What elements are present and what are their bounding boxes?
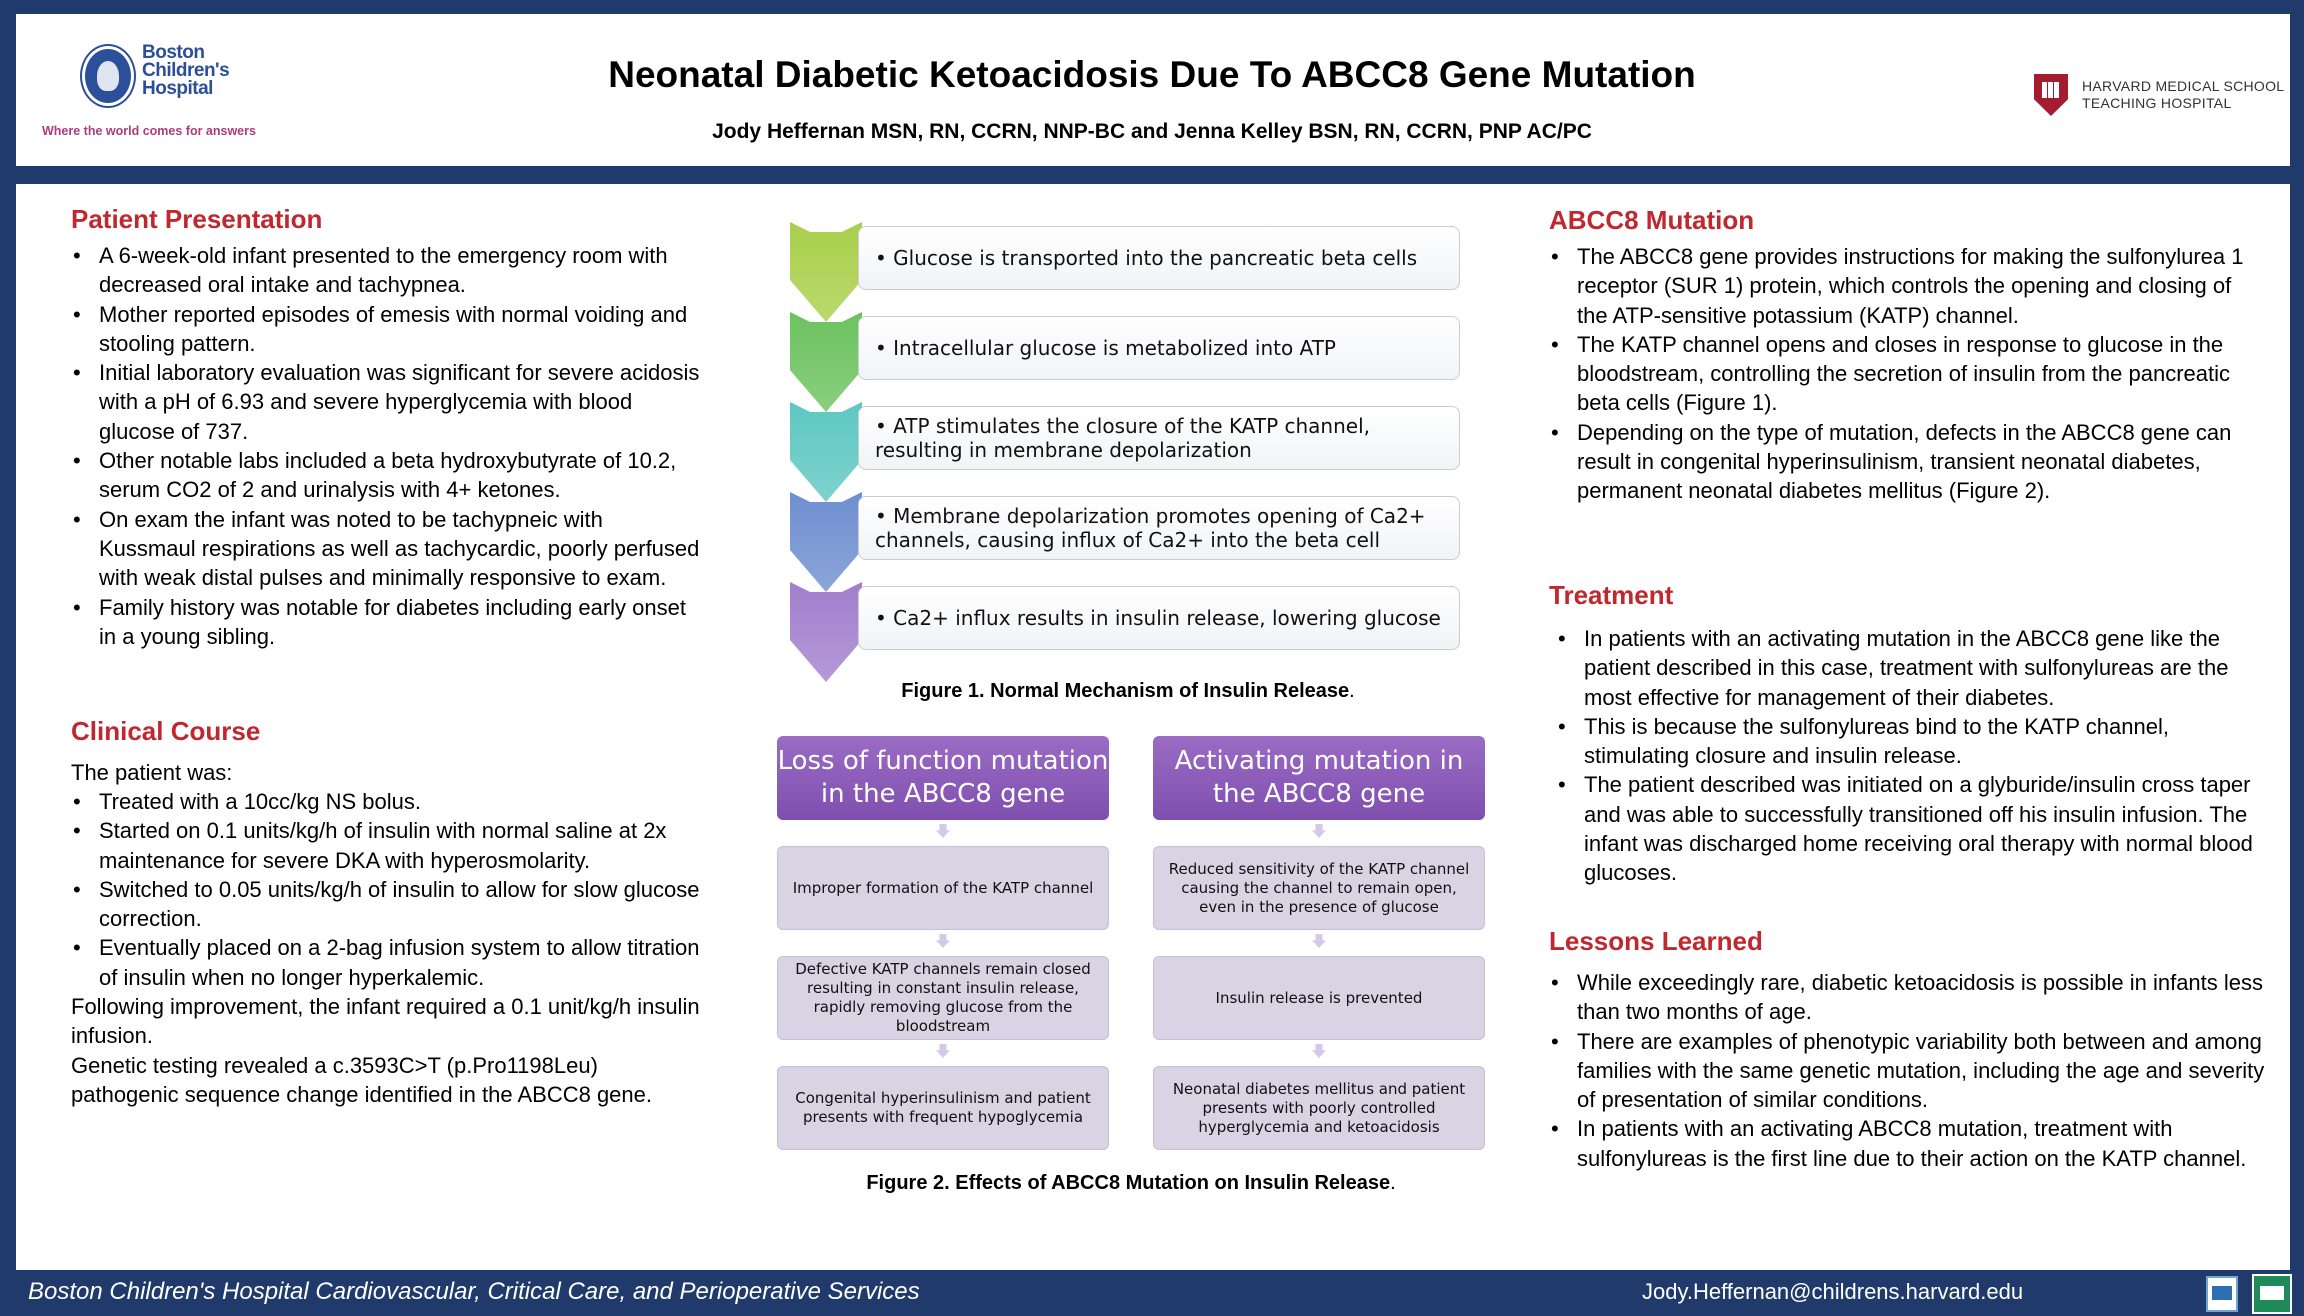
hospital-name: Boston Children's Hospital <box>142 42 262 99</box>
lessons-learned-list: While exceedingly rare, diabetic ketoaci… <box>1549 968 2269 1173</box>
header-divider <box>0 166 2304 184</box>
poster-title: Neonatal Diabetic Ketoacidosis Due To AB… <box>608 54 1696 95</box>
logo-tagline: Where the world comes for answers <box>42 124 256 138</box>
footer-email[interactable]: Jody.Heffernan@childrens.harvard.edu <box>1642 1279 2024 1304</box>
magnet-badge-icon <box>2252 1274 2292 1314</box>
chevron-arrow-icon <box>790 312 862 412</box>
list-item: Started on 0.1 units/kg/h of insulin wit… <box>71 816 711 875</box>
top-border <box>0 0 2304 14</box>
treatment-title: Treatment <box>1549 580 1674 610</box>
list-item: Family history was notable for diabetes … <box>71 593 703 652</box>
harvard-logo-text: HARVARD MEDICAL SCHOOL TEACHING HOSPITAL <box>2082 78 2284 112</box>
harvard-line2: TEACHING HOSPITAL <box>2082 95 2232 111</box>
harvard-logo: HARVARD MEDICAL SCHOOL TEACHING HOSPITAL <box>2034 72 2294 122</box>
list-item: Switched to 0.05 units/kg/h of insulin t… <box>71 875 711 934</box>
down-arrow-icon <box>936 824 950 838</box>
figure2-left-header: Loss of function mutation in the ABCC8 g… <box>777 736 1109 820</box>
list-item: Eventually placed on a 2-bag infusion sy… <box>71 933 711 992</box>
list-item: Other notable labs included a beta hydro… <box>71 446 703 505</box>
right-border <box>2290 0 2304 1316</box>
list-item: Treated with a 10cc/kg NS bolus. <box>71 787 711 817</box>
clinical-course-intro: The patient was: <box>71 760 233 785</box>
figure2-caption-period: . <box>1390 1172 1396 1194</box>
patient-presentation-list: A 6-week-old infant presented to the eme… <box>71 241 703 651</box>
figure2-box: Neonatal diabetes mellitus and patient p… <box>1153 1066 1485 1150</box>
poster-header <box>16 14 2290 166</box>
logo-name-line2: Children's <box>142 60 230 81</box>
list-item: While exceedingly rare, diabetic ketoaci… <box>1549 968 2269 1027</box>
down-arrow-icon <box>936 934 950 948</box>
figure1-step: • Membrane depolarization promotes openi… <box>790 492 1466 592</box>
clinical-course-followup: Following improvement, the infant requir… <box>71 994 700 1049</box>
list-item: On exam the infant was noted to be tachy… <box>71 505 703 593</box>
accreditation-badge-icon <box>2206 1276 2238 1312</box>
figure1-step: • Glucose is transported into the pancre… <box>790 222 1466 322</box>
figure2-right-header: Activating mutation in the ABCC8 gene <box>1153 736 1485 820</box>
harvard-line1: HARVARD MEDICAL SCHOOL <box>2082 78 2285 94</box>
boston-childrens-logo: Boston Children's Hospital Where the wor… <box>42 30 304 140</box>
chevron-arrow-icon <box>790 582 862 682</box>
footer-department: Boston Children's Hospital Cardiovascula… <box>28 1278 920 1305</box>
list-item: Depending on the type of mutation, defec… <box>1549 418 2249 506</box>
figure1-caption-text: Figure 1. Normal Mechanism of Insulin Re… <box>901 680 1350 702</box>
down-arrow-icon <box>1312 824 1326 838</box>
figure2-box: Insulin release is prevented <box>1153 956 1485 1040</box>
abcc8-mutation-title: ABCC8 Mutation <box>1549 205 1755 235</box>
chevron-arrow-icon <box>790 492 862 592</box>
list-item: The patient described was initiated on a… <box>1556 770 2256 887</box>
list-item: The ABCC8 gene provides instructions for… <box>1549 242 2249 330</box>
figure1-step: • Intracellular glucose is metabolized i… <box>790 312 1466 412</box>
down-arrow-icon <box>936 1044 950 1058</box>
list-item: This is because the sulfonylureas bind t… <box>1556 712 2256 771</box>
figure1-step-text: • Glucose is transported into the pancre… <box>858 226 1460 290</box>
figure1-step-text: • Membrane depolarization promotes openi… <box>858 496 1460 560</box>
figure2-left-column: Loss of function mutation in the ABCC8 g… <box>777 736 1109 1150</box>
figure2-box: Congenital hyperinsulinism and patient p… <box>777 1066 1109 1150</box>
clinical-course-genetics: Genetic testing revealed a c.3593C>T (p.… <box>71 1053 652 1108</box>
chevron-arrow-icon <box>790 402 862 502</box>
poster-footer: Boston Children's Hospital Cardiovascula… <box>0 1270 2304 1316</box>
figure1-caption-period: . <box>1349 680 1355 702</box>
treatment-list: In patients with an activating mutation … <box>1556 624 2256 888</box>
list-item: Mother reported episodes of emesis with … <box>71 300 703 359</box>
figure2-caption: Figure 2. Effects of ABCC8 Mutation on I… <box>777 1172 1485 1195</box>
figure1-step: • Ca2+ influx results in insulin release… <box>790 582 1466 682</box>
list-item: The KATP channel opens and closes in res… <box>1549 330 2249 418</box>
harvard-shield-icon <box>2034 74 2068 116</box>
patient-presentation-title: Patient Presentation <box>71 204 323 234</box>
figure2-caption-text: Figure 2. Effects of ABCC8 Mutation on I… <box>866 1172 1391 1194</box>
figure2-box: Reduced sensitivity of the KATP channel … <box>1153 846 1485 930</box>
down-arrow-icon <box>1312 934 1326 948</box>
figure2-box: Improper formation of the KATP channel <box>777 846 1109 930</box>
lessons-learned-title: Lessons Learned <box>1549 926 1763 956</box>
logo-name-line3: Hospital <box>142 78 213 99</box>
chevron-arrow-icon <box>790 222 862 322</box>
figure1-step-text: • ATP stimulates the closure of the KATP… <box>858 406 1460 470</box>
abcc8-mutation-list: The ABCC8 gene provides instructions for… <box>1549 242 2249 506</box>
list-item: In patients with an activating mutation … <box>1556 624 2256 712</box>
figure1-caption: Figure 1. Normal Mechanism of Insulin Re… <box>790 680 1466 703</box>
list-item: There are examples of phenotypic variabi… <box>1549 1027 2269 1115</box>
clinical-course-list: Treated with a 10cc/kg NS bolus. Started… <box>71 787 711 992</box>
figure1-step-text: • Intracellular glucose is metabolized i… <box>858 316 1460 380</box>
list-item: In patients with an activating ABCC8 mut… <box>1549 1114 2269 1173</box>
figure2-box: Defective KATP channels remain closed re… <box>777 956 1109 1040</box>
hospital-seal-icon <box>82 46 134 106</box>
figure1-step: • ATP stimulates the closure of the KATP… <box>790 402 1466 502</box>
figure1-step-text: • Ca2+ influx results in insulin release… <box>858 586 1460 650</box>
list-item: A 6-week-old infant presented to the eme… <box>71 241 703 300</box>
down-arrow-icon <box>1312 1044 1326 1058</box>
figure1-flowchart: • Glucose is transported into the pancre… <box>790 222 1466 688</box>
clinical-course-title: Clinical Course <box>71 716 261 746</box>
figure2-right-column: Activating mutation in the ABCC8 gene Re… <box>1153 736 1485 1150</box>
poster-authors: Jody Heffernan MSN, RN, CCRN, NNP-BC and… <box>712 120 1592 143</box>
list-item: Initial laboratory evaluation was signif… <box>71 358 703 446</box>
left-border <box>0 0 16 1316</box>
logo-name-line1: Boston <box>142 42 205 63</box>
